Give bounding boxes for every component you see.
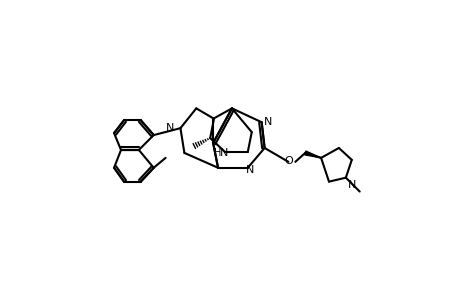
Text: N: N	[347, 180, 355, 190]
Text: N: N	[245, 165, 253, 175]
Text: H: H	[213, 148, 221, 158]
Polygon shape	[304, 151, 320, 158]
Text: O: O	[283, 156, 292, 166]
Text: N: N	[219, 148, 228, 158]
Text: N: N	[166, 123, 174, 133]
Text: N: N	[263, 117, 271, 127]
